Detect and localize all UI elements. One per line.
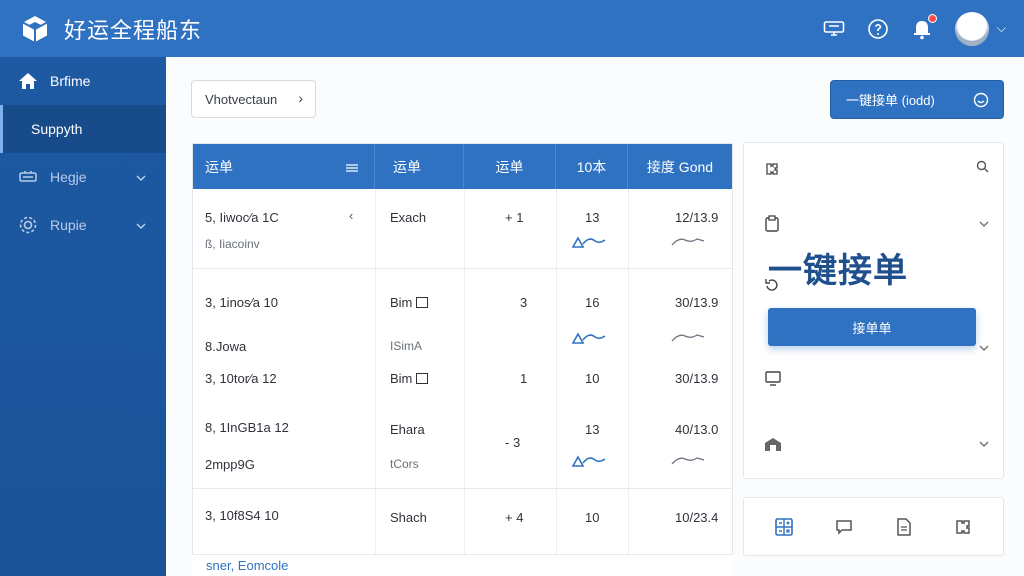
table-row[interactable]: 3, 10f8S4 10 Shach + 4 10 10/23.4 [193,489,732,549]
sidebar: Brfime Suppyth Hegje Rupie [0,57,166,576]
sidebar-item-label: Hegje [50,169,87,185]
chevron-down-icon[interactable] [979,435,989,453]
chevron-down-icon [136,217,146,233]
chevron-down-icon [136,169,146,185]
help-icon[interactable] [867,18,889,40]
trend-line-icon [671,238,705,246]
waybill-sub: ß, Iiacoinv [205,237,260,251]
main-content: Vhotvectaun › 一键接单 (iodd) 运单 运单 运单 10本 接… [166,57,1024,576]
monitor-icon[interactable] [764,370,782,386]
breadcrumb[interactable]: Vhotvectaun › [191,80,316,118]
home-icon [19,73,37,89]
sidebar-item-label: Brfime [50,73,91,89]
top-bar: 好运全程船东 ⌵ [0,0,1024,57]
table-row[interactable]: 8, 1InGB1a 12 2mpp9G Ehara tCors - 3 13 … [193,404,732,489]
app-title: 好运全程船东 [64,17,203,43]
column-header[interactable]: 运单 [464,144,556,189]
progress-cell: 12/13.9 [675,210,719,225]
chat-icon[interactable] [834,517,854,537]
route-sub: tCors [390,457,419,471]
route-cell: Exach [390,210,427,225]
trend-sparkline-icon [571,236,606,248]
chevron-down-icon[interactable] [979,339,989,357]
trend-sparkline-icon [571,332,606,344]
contract-icon[interactable] [823,18,845,40]
change-cell: - 3 [505,435,521,450]
clipboard-icon[interactable] [764,215,780,233]
header-actions: ⌵ [823,0,1006,57]
route-cell: Bim [390,371,429,386]
waybill-id: 5, Iiwoc⁄a 1C [205,210,279,225]
chevron-left-icon[interactable]: ‹ [349,208,354,223]
count-cell: 10 [585,510,600,525]
quick-tools-panel [743,497,1004,556]
column-header[interactable]: 运单 [375,144,464,189]
sidebar-item-ship[interactable]: Hegje [0,153,166,201]
avatar[interactable] [954,11,989,46]
route-cell: Ehara [390,422,425,437]
progress-cell: 30/13.9 [675,371,719,386]
change-cell: 1 [520,371,528,386]
route-cell: Bim [390,295,429,310]
progress-cell: 30/13.9 [675,295,719,310]
oneclick-accept-label: 一键接单 (iodd) [846,93,935,108]
waybill-id: 3, 10f8S4 10 [205,508,279,523]
waybill-table: 运单 运单 运单 10本 接度 Gond 5, Iiwoc⁄a 1C ‹ ß, … [192,143,733,576]
count-cell: 16 [585,295,600,310]
waybill-id: 3, 10tor⁄a 12 [205,371,277,386]
accept-order-button[interactable]: 接单单 [768,308,976,346]
column-header[interactable]: 运单 [193,144,375,189]
trend-line-icon [671,334,705,342]
column-header[interactable]: 10本 [556,144,628,189]
route-sub: ISimA [390,339,423,353]
notification-badge [927,13,937,23]
refresh-icon[interactable] [764,277,780,293]
count-cell: 13 [585,422,600,437]
table-row[interactable]: 5, Iiwoc⁄a 1C ‹ ß, Iiacoinv Exach + 1 13… [193,189,732,269]
puzzle-icon[interactable] [764,161,780,177]
sidebar-item-home[interactable]: Brfime [0,57,166,105]
waybill-id: 8, 1InGB1a 12 [205,420,289,435]
panel-title: 一键接单 [768,252,908,290]
sidebar-item-support[interactable]: Suppyth [0,105,166,153]
table-header: 运单 运单 运单 10本 接度 Gond [193,144,732,189]
footer-link[interactable]: sner, Eomcole [192,554,733,576]
chevron-down-icon[interactable]: ⌵ [996,21,1006,35]
table-row[interactable]: 3, 10tor⁄a 12 Bim 1 10 30/13.9 [193,369,732,404]
puzzle-icon[interactable] [953,517,973,537]
progress-cell: 10/23.4 [675,510,719,525]
change-cell: + 4 [505,510,524,525]
document-icon[interactable] [895,517,913,537]
count-cell: 10 [585,371,600,386]
breadcrumb-label: Vhotvectaun [205,91,278,107]
change-cell: 3 [520,295,528,310]
waybill-sub: 8.Jowa [205,339,247,354]
menu-icon[interactable] [346,160,358,176]
sidebar-item-settings[interactable]: Rupie [0,201,166,249]
change-cell: + 1 [505,210,524,225]
sidebar-item-label: Rupie [50,217,87,233]
quick-accept-panel: 一键接单 接单单 [743,142,1004,479]
trend-sparkline-icon [571,455,606,467]
settings-icon [19,216,37,234]
route-cell: Shach [390,510,427,525]
table-row[interactable]: 3, 1inos⁄a 10 8.Jowa Bim ISimA 3 16 30/1… [193,269,732,369]
ship-icon [19,171,37,182]
chevron-right-icon: › [298,90,303,106]
box-logo-icon[interactable] [20,14,50,44]
waybill-sub: 2mpp9G [205,457,255,472]
sidebar-item-label: Suppyth [31,121,83,137]
warehouse-icon[interactable] [764,436,782,452]
calculator-icon[interactable] [774,517,794,537]
progress-cell: 40/13.0 [675,422,719,437]
smile-icon [973,92,989,111]
chevron-down-icon[interactable] [979,215,989,233]
search-icon[interactable] [976,160,989,178]
oneclick-accept-button[interactable]: 一键接单 (iodd) [830,80,1004,119]
waybill-id: 3, 1inos⁄a 10 [205,295,279,310]
trend-line-icon [671,457,705,465]
column-header[interactable]: 接度 Gond [646,158,714,175]
notification-bell-icon[interactable] [911,13,937,40]
count-cell: 13 [585,210,600,225]
